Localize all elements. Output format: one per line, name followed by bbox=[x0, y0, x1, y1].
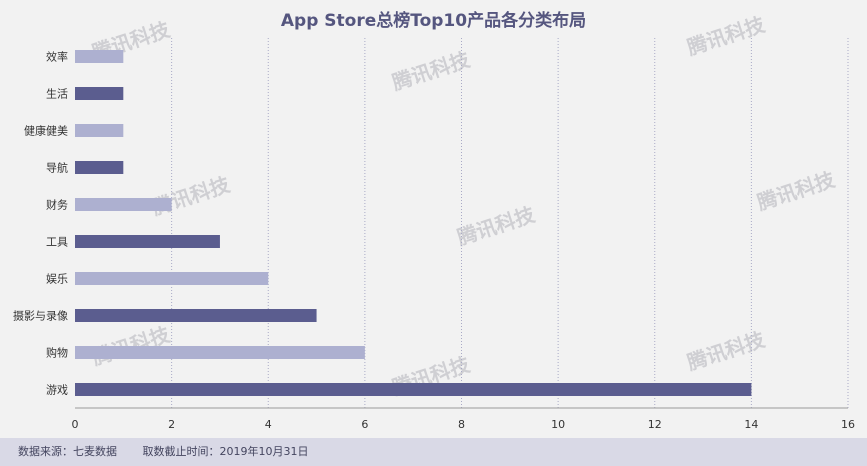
data-source: 数据来源：七麦数据 bbox=[18, 445, 117, 458]
watermark-text: 腾讯科技 bbox=[684, 327, 768, 375]
bar bbox=[75, 309, 317, 322]
x-axis-labels: 0 2 4 6 8 10 12 14 16 bbox=[72, 418, 856, 431]
bar bbox=[75, 87, 124, 100]
bar bbox=[75, 235, 220, 248]
watermark-text: 腾讯科技 bbox=[684, 12, 768, 60]
bar bbox=[75, 383, 752, 396]
category-label: 导航 bbox=[46, 161, 68, 175]
category-label: 游戏 bbox=[46, 384, 68, 397]
watermark-text: 腾讯科技 bbox=[149, 172, 233, 220]
watermark-text: 腾讯科技 bbox=[389, 47, 473, 95]
chart-title: App Store总榜Top10产品各分类布局 bbox=[280, 11, 587, 31]
category-label: 财务 bbox=[46, 198, 68, 212]
x-tick-label: 12 bbox=[648, 418, 662, 431]
category-label: 购物 bbox=[46, 346, 68, 360]
footer: 数据来源：七麦数据 取数截止时间：2019年10月31日 bbox=[0, 438, 867, 466]
bar bbox=[75, 198, 172, 211]
category-label: 效率 bbox=[46, 50, 68, 64]
watermark-text: 腾讯科技 bbox=[454, 202, 538, 250]
x-tick-label: 0 bbox=[72, 418, 79, 431]
bar bbox=[75, 161, 124, 174]
watermark-text: 腾讯科技 bbox=[754, 167, 838, 215]
bar bbox=[75, 50, 124, 63]
x-tick-label: 6 bbox=[361, 418, 368, 431]
x-tick-label: 4 bbox=[265, 418, 272, 431]
x-tick-label: 8 bbox=[458, 418, 465, 431]
bar bbox=[75, 346, 365, 359]
watermark-text: 腾讯科技 bbox=[89, 322, 173, 370]
x-tick-label: 16 bbox=[841, 418, 855, 431]
bar bbox=[75, 124, 124, 137]
bar bbox=[75, 272, 269, 285]
x-tick-label: 2 bbox=[168, 418, 175, 431]
data-date: 取数截止时间：2019年10月31日 bbox=[142, 445, 309, 458]
category-label: 娱乐 bbox=[46, 272, 68, 286]
category-label: 摄影与录像 bbox=[13, 309, 68, 323]
bars bbox=[75, 50, 752, 396]
category-label: 生活 bbox=[46, 87, 68, 101]
x-tick-label: 14 bbox=[744, 418, 758, 431]
category-label: 工具 bbox=[46, 236, 68, 249]
category-label: 健康健美 bbox=[24, 124, 68, 138]
x-tick-label: 10 bbox=[551, 418, 565, 431]
